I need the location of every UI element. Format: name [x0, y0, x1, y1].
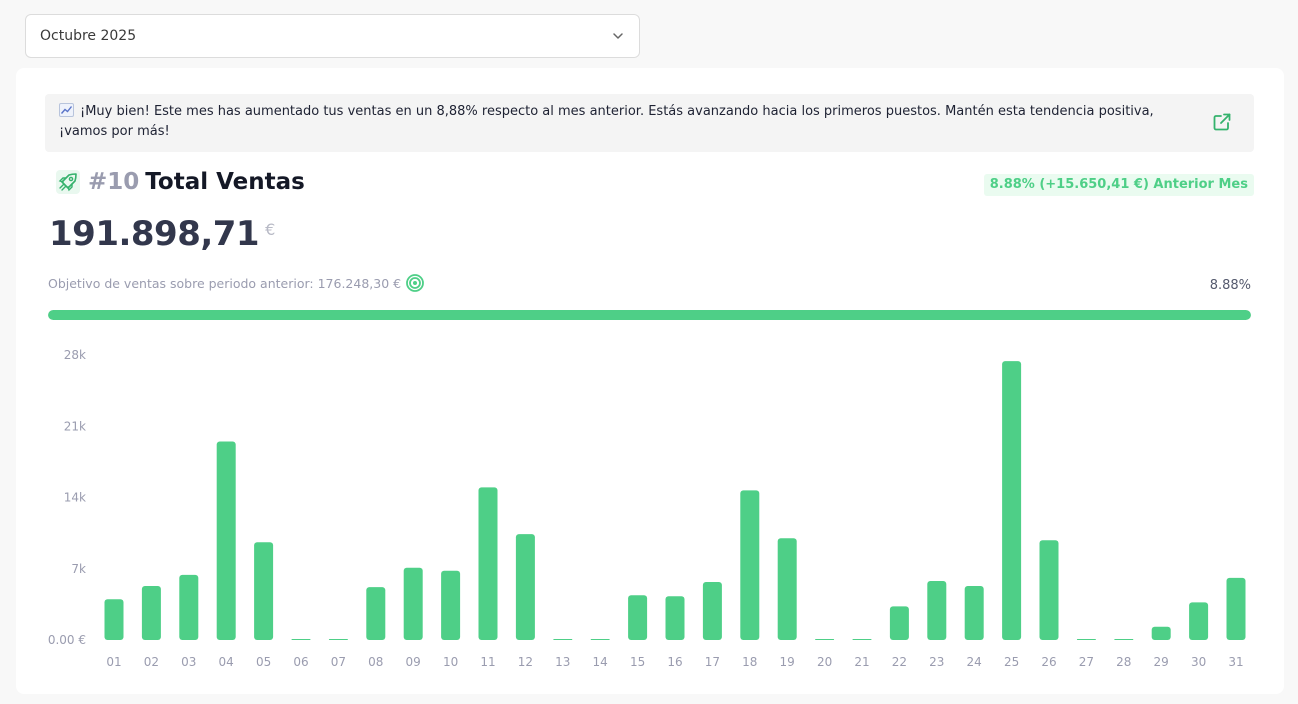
rank-label: #10	[88, 169, 140, 195]
chart-bar[interactable]	[1039, 540, 1059, 640]
total-sales-currency: €	[265, 220, 276, 239]
daily-sales-chart: 28k 21k 14k 7k 0.00 € 01 02 03 04 05 06 07 08 09 10 11 1…	[48, 348, 1246, 669]
target-icon	[406, 274, 424, 292]
chart-bar[interactable]	[927, 580, 947, 640]
chart-bar[interactable]	[777, 538, 797, 640]
page-title: Total Ventas	[145, 169, 305, 195]
x-tick-label: 22	[892, 655, 907, 669]
chart-bar[interactable]	[665, 596, 685, 640]
x-tick-label: 03	[181, 655, 196, 669]
x-tick-label: 21	[854, 655, 869, 669]
banner-text: ¡Muy bien! Este mes has aumentado tus ve…	[59, 104, 1154, 139]
y-tick-label: 0.00 €	[48, 633, 86, 647]
chart-bar[interactable]	[403, 567, 423, 640]
chart-bar[interactable]	[740, 490, 760, 640]
chevron-down-icon	[613, 33, 623, 39]
total-sales-value: 191.898,71	[49, 214, 260, 254]
x-tick-label: 18	[742, 655, 757, 669]
x-tick-label: 24	[967, 655, 982, 669]
x-tick-label: 05	[256, 655, 271, 669]
month-select-value: Octubre 2025	[40, 28, 137, 44]
x-tick-label: 31	[1228, 655, 1243, 669]
x-tick-label: 13	[555, 655, 570, 669]
objective-row: Objetivo de ventas sobre periodo anterio…	[48, 273, 425, 293]
x-tick-label: 11	[480, 655, 495, 669]
x-tick-label: 25	[1004, 655, 1019, 669]
sales-card: ¡Muy bien! Este mes has aumentado tus ve…	[16, 68, 1284, 694]
x-tick-label: 28	[1116, 655, 1131, 669]
progress-percent: 8.88%	[1209, 278, 1251, 293]
chart-bar[interactable]	[515, 534, 535, 640]
month-select[interactable]: Octubre 2025	[25, 14, 640, 58]
x-tick-label: 16	[667, 655, 682, 669]
chart-bar[interactable]	[815, 639, 835, 640]
y-tick-label: 28k	[64, 348, 86, 362]
x-tick-label: 01	[106, 655, 121, 669]
chart-bar[interactable]	[964, 586, 984, 640]
rocket-icon	[56, 170, 80, 194]
chart-bar[interactable]	[366, 587, 386, 640]
y-tick-label: 7k	[71, 562, 86, 576]
x-tick-label: 10	[443, 655, 458, 669]
x-tick-label: 29	[1154, 655, 1169, 669]
x-tick-label: 02	[144, 655, 159, 669]
chart-bar[interactable]	[141, 586, 161, 640]
chart-bar[interactable]	[216, 441, 236, 640]
change-badge: 8.88% (+15.650,41 €) Anterior Mes	[983, 174, 1254, 196]
chart-bar[interactable]	[478, 487, 498, 640]
x-tick-label: 19	[780, 655, 795, 669]
chart-bar[interactable]	[553, 639, 573, 640]
x-tick-label: 08	[368, 655, 383, 669]
x-tick-label: 27	[1079, 655, 1094, 669]
chart-bar[interactable]	[889, 606, 909, 640]
x-tick-label: 26	[1041, 655, 1056, 669]
x-tick-label: 04	[219, 655, 234, 669]
y-tick-label: 21k	[64, 419, 86, 433]
chart-bar[interactable]	[254, 542, 274, 640]
chart-bar[interactable]	[328, 639, 348, 640]
external-link-icon[interactable]	[1212, 112, 1232, 132]
x-tick-label: 30	[1191, 655, 1206, 669]
chart-bar[interactable]	[1226, 577, 1246, 640]
chart-bar[interactable]	[590, 639, 610, 640]
total-sales: 191.898,71 €	[49, 214, 275, 254]
chart-bar[interactable]	[291, 639, 311, 640]
chart-bar[interactable]	[441, 570, 461, 640]
chart-bar[interactable]	[1002, 361, 1022, 640]
x-tick-label: 14	[593, 655, 608, 669]
x-tick-label: 07	[331, 655, 346, 669]
x-tick-label: 15	[630, 655, 645, 669]
title-row: #10 Total Ventas	[56, 168, 305, 196]
x-tick-label: 17	[705, 655, 720, 669]
x-tick-label: 12	[518, 655, 533, 669]
progress-fill	[48, 310, 1251, 320]
chart-bar[interactable]	[702, 581, 722, 640]
chart-bar[interactable]	[852, 639, 872, 640]
chart-bar[interactable]	[628, 595, 648, 640]
chart-bar[interactable]	[1189, 602, 1209, 640]
motivation-banner: ¡Muy bien! Este mes has aumentado tus ve…	[45, 94, 1254, 152]
chart-bar[interactable]	[179, 574, 199, 640]
chart-bar[interactable]	[104, 599, 124, 640]
x-tick-label: 06	[293, 655, 308, 669]
chart-increasing-icon	[59, 103, 74, 117]
objective-label: Objetivo de ventas sobre periodo anterio…	[48, 275, 402, 291]
chart-bar[interactable]	[1076, 639, 1096, 640]
x-tick-label: 23	[929, 655, 944, 669]
chart-bar[interactable]	[1151, 626, 1171, 640]
chart-bar[interactable]	[1114, 639, 1134, 640]
y-tick-label: 14k	[64, 491, 86, 505]
x-tick-label: 20	[817, 655, 832, 669]
x-tick-label: 09	[406, 655, 421, 669]
progress-bar	[48, 310, 1251, 320]
